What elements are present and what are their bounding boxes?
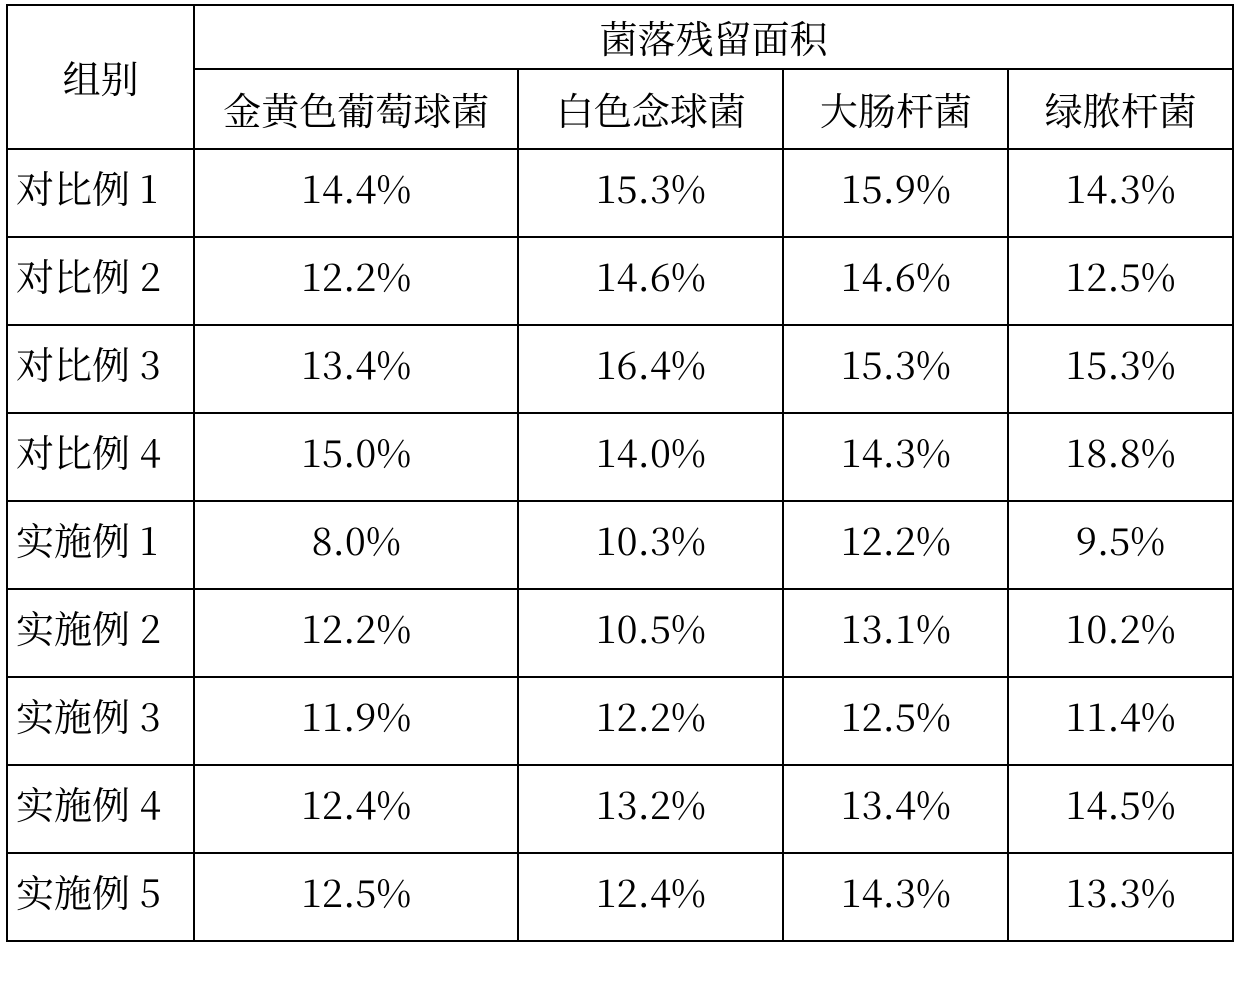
column-header-bacteria-3: 大肠杆菌	[783, 69, 1008, 149]
row-label: 实施例 3	[7, 677, 194, 765]
table-row: 实施例 5 12.5% 12.4% 14.3% 13.3%	[7, 853, 1233, 941]
row-label: 对比例 3	[7, 325, 194, 413]
column-header-bacteria-1: 金黄色葡萄球菌	[194, 69, 518, 149]
cell: 13.2%	[518, 765, 783, 853]
cell: 15.3%	[518, 149, 783, 237]
cell: 16.4%	[518, 325, 783, 413]
row-label: 实施例 4	[7, 765, 194, 853]
cell: 9.5%	[1008, 501, 1233, 589]
row-label: 实施例 5	[7, 853, 194, 941]
cell: 15.3%	[783, 325, 1008, 413]
row-label: 对比例 1	[7, 149, 194, 237]
cell: 14.3%	[1008, 149, 1233, 237]
cell: 12.5%	[783, 677, 1008, 765]
column-header-span-label: 菌落残留面积	[600, 9, 828, 64]
cell: 15.3%	[1008, 325, 1233, 413]
cell: 13.3%	[1008, 853, 1233, 941]
column-header-bacteria-2: 白色念球菌	[518, 69, 783, 149]
cell: 11.9%	[194, 677, 518, 765]
column-header-group-label: 组别	[63, 49, 139, 104]
cell: 10.5%	[518, 589, 783, 677]
cell: 14.4%	[194, 149, 518, 237]
cell: 13.1%	[783, 589, 1008, 677]
cell: 15.0%	[194, 413, 518, 501]
column-header-bacteria-4: 绿脓杆菌	[1008, 69, 1233, 149]
table-row: 对比例 3 13.4% 16.4% 15.3% 15.3%	[7, 325, 1233, 413]
cell: 12.5%	[1008, 237, 1233, 325]
column-header-group: 组别	[7, 5, 194, 149]
cell: 14.5%	[1008, 765, 1233, 853]
cell: 10.3%	[518, 501, 783, 589]
cell: 12.5%	[194, 853, 518, 941]
cell: 14.6%	[783, 237, 1008, 325]
table-row: 对比例 4 15.0% 14.0% 14.3% 18.8%	[7, 413, 1233, 501]
cell: 8.0%	[194, 501, 518, 589]
cell: 12.2%	[783, 501, 1008, 589]
table-row: 实施例 3 11.9% 12.2% 12.5% 11.4%	[7, 677, 1233, 765]
row-label: 对比例 4	[7, 413, 194, 501]
cell: 14.3%	[783, 413, 1008, 501]
table-row: 实施例 2 12.2% 10.5% 13.1% 10.2%	[7, 589, 1233, 677]
cell: 12.4%	[194, 765, 518, 853]
cell: 11.4%	[1008, 677, 1233, 765]
table-row: 实施例 4 12.4% 13.2% 13.4% 14.5%	[7, 765, 1233, 853]
cell: 13.4%	[194, 325, 518, 413]
cell: 12.2%	[194, 237, 518, 325]
cell: 15.9%	[783, 149, 1008, 237]
table-body: 对比例 1 14.4% 15.3% 15.9% 14.3% 对比例 2 12.2…	[7, 149, 1233, 941]
cell: 12.2%	[518, 677, 783, 765]
bacteria-residual-area-table: 组别 菌落残留面积 金黄色葡萄球菌 白色念球菌 大肠杆菌 绿脓杆菌	[6, 4, 1234, 942]
table-row: 对比例 1 14.4% 15.3% 15.9% 14.3%	[7, 149, 1233, 237]
cell: 14.0%	[518, 413, 783, 501]
cell: 10.2%	[1008, 589, 1233, 677]
cell: 18.8%	[1008, 413, 1233, 501]
cell: 14.6%	[518, 237, 783, 325]
row-label: 实施例 1	[7, 501, 194, 589]
cell: 12.2%	[194, 589, 518, 677]
row-label: 对比例 2	[7, 237, 194, 325]
column-header-span: 菌落残留面积	[194, 5, 1233, 69]
table-row: 实施例 1 8.0% 10.3% 12.2% 9.5%	[7, 501, 1233, 589]
cell: 14.3%	[783, 853, 1008, 941]
cell: 13.4%	[783, 765, 1008, 853]
table-row: 对比例 2 12.2% 14.6% 14.6% 12.5%	[7, 237, 1233, 325]
row-label: 实施例 2	[7, 589, 194, 677]
cell: 12.4%	[518, 853, 783, 941]
